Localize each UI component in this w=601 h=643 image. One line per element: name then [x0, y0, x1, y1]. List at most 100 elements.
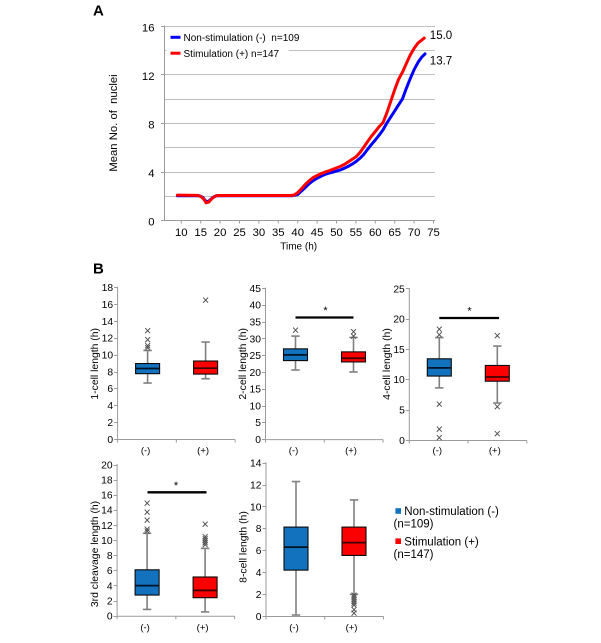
svg-text:Stimulation (+) n=147: Stimulation (+) n=147: [184, 49, 280, 60]
svg-text:×: ×: [144, 324, 151, 338]
svg-text:0: 0: [148, 216, 154, 228]
svg-text:×: ×: [350, 594, 357, 608]
svg-text:10: 10: [250, 502, 262, 513]
svg-text:×: ×: [292, 323, 299, 337]
svg-text:20: 20: [250, 368, 262, 379]
svg-text:16: 16: [142, 22, 155, 34]
svg-text:*: *: [467, 306, 472, 318]
svg-text:×: ×: [350, 606, 357, 620]
svg-text:×: ×: [350, 590, 357, 604]
svg-text:15.0: 15.0: [430, 30, 452, 42]
svg-text:13.7: 13.7: [430, 56, 452, 68]
svg-text:Time (h): Time (h): [280, 242, 317, 253]
svg-text:2: 2: [256, 590, 262, 601]
svg-text:*: *: [323, 305, 328, 317]
svg-text:B: B: [93, 261, 104, 278]
svg-text:70: 70: [408, 227, 421, 239]
svg-text:15: 15: [194, 227, 207, 239]
svg-text:14: 14: [101, 506, 113, 517]
svg-text:8: 8: [148, 119, 154, 131]
svg-text:6: 6: [107, 384, 113, 395]
svg-text:6: 6: [256, 546, 262, 557]
svg-text:×: ×: [143, 522, 150, 536]
svg-text:5: 5: [255, 418, 261, 429]
svg-text:20: 20: [214, 227, 227, 239]
svg-text:15: 15: [250, 385, 262, 396]
svg-text:2-cell length (h): 2-cell length (h): [238, 328, 249, 400]
svg-text:0: 0: [107, 612, 113, 623]
svg-text:×: ×: [436, 431, 443, 445]
svg-text:35: 35: [272, 227, 285, 239]
svg-text:×: ×: [144, 341, 151, 355]
svg-text:0: 0: [399, 436, 405, 447]
svg-text:35: 35: [250, 317, 262, 328]
svg-text:14: 14: [250, 459, 262, 470]
svg-text:(+): (+): [197, 622, 209, 633]
svg-text:16: 16: [102, 300, 114, 311]
svg-text:×: ×: [436, 422, 443, 436]
svg-text:×: ×: [143, 496, 150, 510]
svg-text:40: 40: [291, 227, 304, 239]
svg-text:16: 16: [101, 491, 113, 502]
svg-text:*: *: [174, 480, 179, 492]
svg-text:(-): (-): [141, 445, 151, 456]
svg-text:8-cell length (h): 8-cell length (h): [239, 511, 250, 583]
svg-text:(+): (+): [345, 445, 357, 456]
svg-text:10: 10: [175, 227, 188, 239]
svg-text:×: ×: [201, 536, 208, 550]
svg-text:×: ×: [494, 400, 501, 414]
svg-text:10: 10: [102, 351, 114, 362]
svg-text:1-cell length (h): 1-cell length (h): [90, 328, 101, 400]
svg-text:50: 50: [330, 227, 343, 239]
svg-text:75: 75: [427, 227, 440, 239]
svg-text:×: ×: [144, 339, 151, 353]
svg-text:5: 5: [399, 406, 405, 417]
svg-text:×: ×: [350, 596, 357, 610]
svg-text:10: 10: [101, 536, 113, 547]
svg-text:4: 4: [107, 401, 113, 412]
svg-text:4: 4: [256, 568, 262, 579]
svg-text:12: 12: [101, 521, 113, 532]
svg-text:(-): (-): [289, 622, 299, 633]
svg-text:30: 30: [253, 227, 266, 239]
svg-text:×: ×: [143, 514, 150, 528]
svg-text:Stimulation (+): Stimulation (+): [404, 537, 479, 549]
svg-text:(+): (+): [346, 622, 358, 633]
svg-text:4-cell length (h): 4-cell length (h): [382, 328, 393, 400]
svg-text:×: ×: [350, 325, 357, 339]
svg-text:×: ×: [350, 598, 357, 612]
svg-text:25: 25: [393, 284, 405, 295]
svg-text:30: 30: [250, 334, 262, 345]
svg-text:0: 0: [255, 435, 261, 446]
svg-text:6: 6: [107, 566, 113, 577]
svg-text:4: 4: [148, 168, 154, 180]
svg-text:(-): (-): [140, 622, 150, 633]
svg-text:×: ×: [201, 530, 208, 544]
svg-text:×: ×: [143, 525, 150, 539]
svg-text:(+): (+): [197, 445, 209, 456]
svg-text:65: 65: [388, 227, 401, 239]
svg-text:A: A: [93, 3, 104, 20]
svg-text:(-): (-): [289, 445, 299, 456]
svg-text:45: 45: [311, 227, 324, 239]
svg-text:20: 20: [393, 315, 405, 326]
svg-text:8: 8: [107, 551, 113, 562]
svg-text:14: 14: [102, 317, 114, 328]
svg-text:×: ×: [201, 538, 208, 552]
svg-text:12: 12: [102, 334, 114, 345]
svg-text:25: 25: [233, 227, 246, 239]
svg-text:0: 0: [107, 435, 113, 446]
svg-text:8: 8: [107, 367, 113, 378]
svg-text:×: ×: [494, 427, 501, 441]
svg-text:40: 40: [250, 301, 262, 312]
svg-text:×: ×: [436, 323, 443, 337]
svg-text:4: 4: [107, 581, 113, 592]
svg-text:×: ×: [350, 603, 357, 617]
svg-text:60: 60: [369, 227, 382, 239]
svg-text:2: 2: [107, 596, 113, 607]
svg-text:10: 10: [393, 375, 405, 386]
svg-text:×: ×: [201, 534, 208, 548]
svg-text:45: 45: [250, 284, 262, 295]
svg-text:×: ×: [202, 294, 209, 308]
svg-text:×: ×: [144, 333, 151, 347]
